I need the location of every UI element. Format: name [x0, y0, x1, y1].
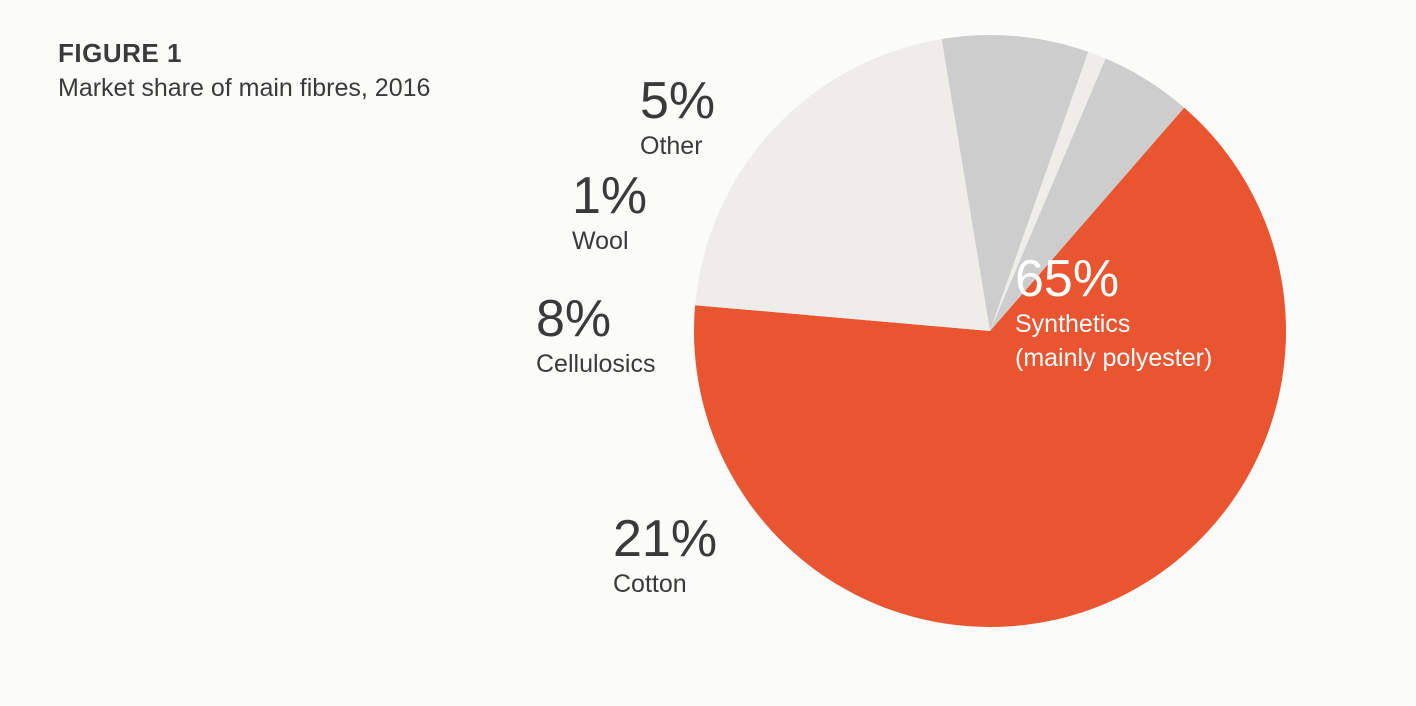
- pie-category-label-synthetics: Synthetics: [1015, 310, 1130, 338]
- pie-labels: 65%Synthetics (mainly polyester) 21%Cotton…: [536, 72, 1212, 598]
- pie-category-label-other: Other: [640, 132, 703, 160]
- pie-category-label-cotton: Cotton: [613, 570, 687, 598]
- pie-value-label-synthetics: 65%: [1015, 250, 1119, 308]
- pie-value-label-cotton: 21%: [613, 510, 717, 568]
- pie-category-label-wool: Wool: [572, 227, 629, 255]
- pie-slice-cotton: [695, 38, 990, 331]
- chart-title: Market share of main fibres, 2016: [58, 74, 431, 102]
- figure-label: FIGURE 1: [58, 38, 182, 68]
- pie-value-label-other: 5%: [640, 72, 715, 130]
- pie-value-label-cellulosics: 8%: [536, 290, 611, 348]
- pie-slice-wool: [990, 51, 1106, 332]
- pie-slice-cellulosics: [941, 34, 1089, 332]
- pie-value-label-wool: 1%: [572, 167, 647, 225]
- pie-slice-synthetics: [694, 107, 1287, 628]
- pie-category-label-synthetics-line-2: (mainly polyester): [1015, 344, 1212, 372]
- pie-slices: [694, 34, 1287, 628]
- pie-slice-other: [990, 58, 1185, 331]
- pie-category-label-cellulosics: Cellulosics: [536, 350, 655, 378]
